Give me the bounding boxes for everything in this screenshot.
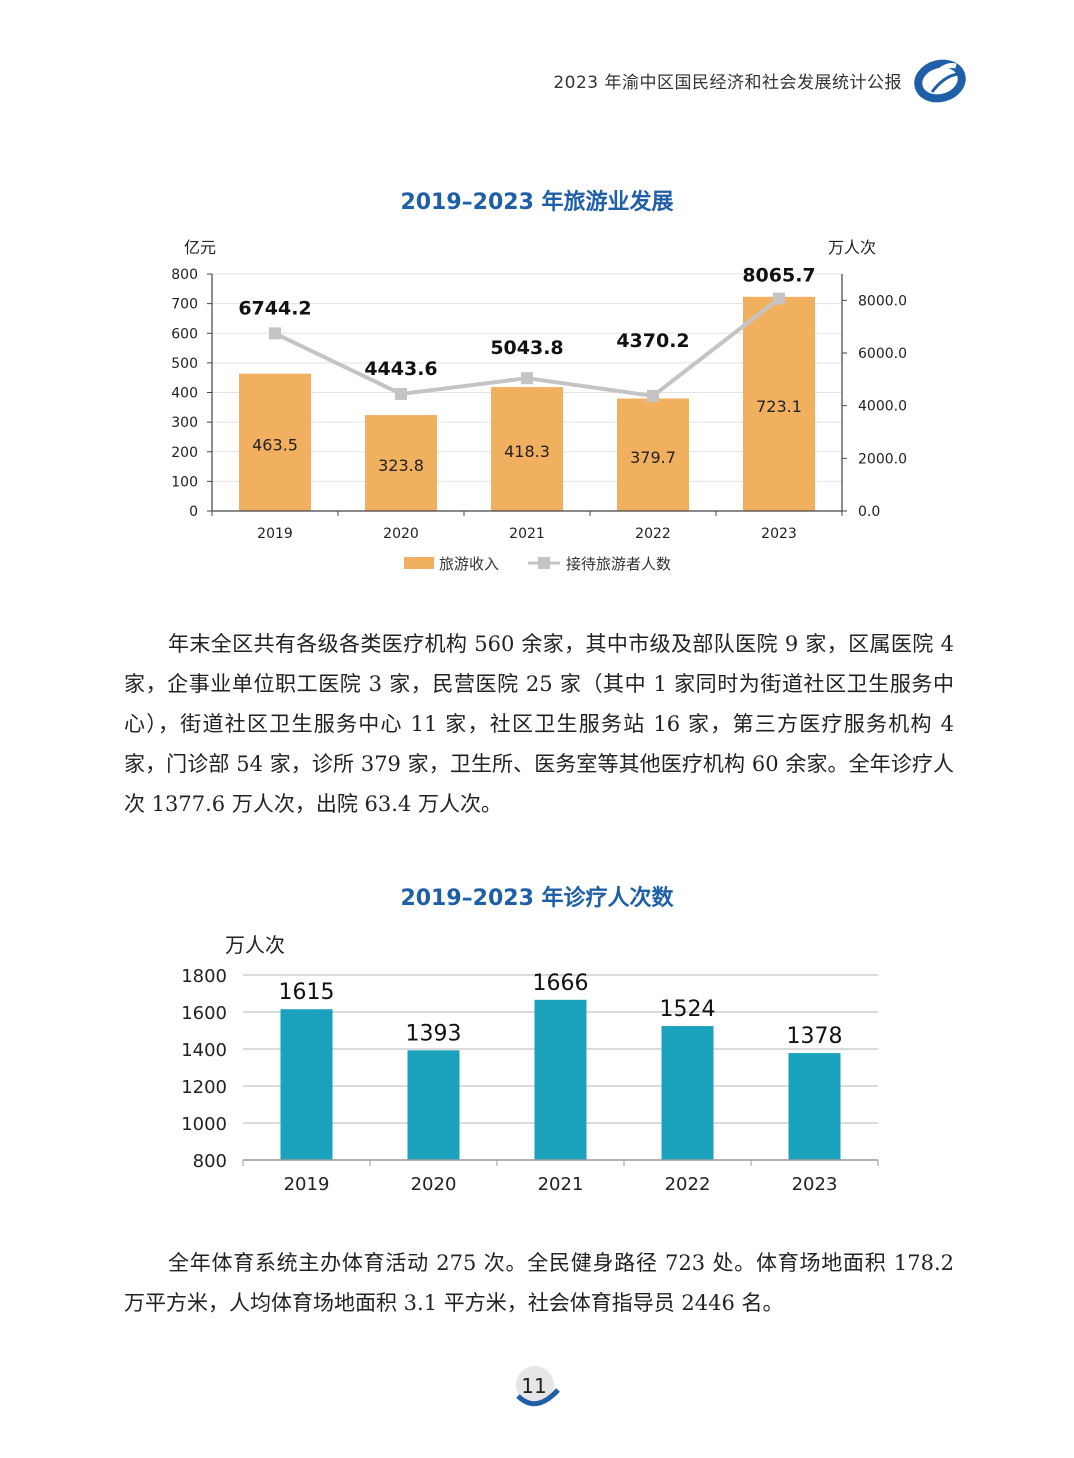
y-tick-label: 700	[171, 297, 198, 313]
x-tick-label: 2019	[257, 526, 293, 542]
bar-visits	[788, 1053, 841, 1160]
page-number: 11	[521, 1374, 546, 1398]
line-value-label: 6744.2	[238, 297, 311, 319]
x-tick-label: 2023	[792, 1174, 838, 1195]
bar-value-label: 418.3	[504, 442, 550, 461]
y2-tick-label: 2000.0	[858, 451, 907, 467]
sports-paragraph: 全年体育系统主办体育活动 275 次。全民健身路径 723 处。体育场地面积 1…	[124, 1251, 954, 1315]
y-tick-label: 800	[171, 267, 198, 283]
y2-tick-label: 0.0	[858, 504, 880, 520]
y2-axis-unit: 万人次	[828, 238, 876, 257]
bar-value-label: 723.1	[756, 397, 802, 416]
bar-value-label: 463.5	[252, 435, 298, 454]
bar-revenue	[365, 415, 437, 511]
y-tick-label: 1400	[181, 1040, 227, 1061]
statistics-bureau-logo-icon	[914, 59, 966, 103]
x-tick-label: 2020	[383, 526, 419, 542]
bar-revenue	[617, 398, 689, 511]
y2-tick-label: 8000.0	[858, 293, 907, 309]
y-tick-label: 300	[171, 415, 198, 431]
bar-visits	[661, 1026, 714, 1160]
line-point-visitors	[521, 372, 533, 385]
y-tick-label: 1000	[181, 1114, 227, 1135]
bar-revenue	[491, 387, 563, 511]
x-tick-label: 2021	[509, 526, 545, 542]
bar-value-label: 1524	[660, 997, 716, 1022]
line-point-visitors	[395, 387, 407, 400]
x-tick-label: 2022	[665, 1174, 711, 1195]
line-value-label: 8065.7	[742, 265, 815, 287]
y-tick-label: 800	[193, 1151, 227, 1172]
chart2-title: 2019–2023 年诊疗人次数	[400, 886, 674, 911]
bar-visits	[407, 1050, 460, 1160]
y-tick-label: 0	[189, 504, 198, 520]
y-axis-unit: 亿元	[184, 238, 216, 257]
x-tick-label: 2020	[411, 1174, 457, 1195]
legend-label-revenue: 旅游收入	[439, 555, 499, 573]
line-point-visitors	[269, 327, 281, 340]
legend-marker-visitors	[538, 557, 550, 569]
report-title: 2023 年渝中区国民经济和社会发展统计公报	[553, 73, 902, 93]
tourism-chart: 01002003004005006007008000.02000.04000.0…	[171, 238, 907, 573]
legend-swatch-revenue	[404, 557, 434, 569]
line-point-visitors	[647, 389, 659, 402]
page-number-badge: 11	[516, 1366, 560, 1407]
y-axis-unit: 万人次	[225, 933, 285, 957]
y-tick-label: 1800	[181, 966, 227, 987]
x-tick-label: 2022	[635, 526, 671, 542]
legend-label-visitors: 接待旅游者人数	[566, 555, 671, 573]
bar-value-label: 379.7	[630, 448, 676, 467]
bar-revenue	[743, 296, 815, 511]
bar-value-label: 323.8	[378, 456, 424, 475]
bar-visits	[534, 999, 587, 1160]
y-tick-label: 600	[171, 326, 198, 342]
line-point-visitors	[773, 292, 785, 305]
y2-tick-label: 6000.0	[858, 346, 907, 362]
x-tick-label: 2021	[538, 1174, 584, 1195]
y-tick-label: 1200	[181, 1077, 227, 1098]
bar-value-label: 1615	[279, 980, 335, 1005]
bar-visits	[280, 1009, 333, 1160]
medical-paragraph: 年末全区共有各级各类医疗机构 560 余家，其中市级及部队医院 9 家，区属医院…	[124, 632, 954, 816]
chart1-title: 2019–2023 年旅游业发展	[400, 190, 674, 215]
diagnosis-chart: 800 1000 1200 1400 1600 1800 万人次 1615 1393 1666 15…	[181, 933, 879, 1195]
bar-value-label: 1378	[787, 1024, 843, 1049]
y-tick-label: 200	[171, 445, 198, 461]
y-tick-label: 400	[171, 386, 198, 402]
y-tick-label: 1600	[181, 1003, 227, 1024]
line-value-label: 5043.8	[490, 337, 563, 359]
bar-value-label: 1666	[533, 971, 589, 996]
y-tick-label: 500	[171, 356, 198, 372]
bar-revenue	[239, 373, 311, 511]
x-tick-label: 2023	[761, 526, 797, 542]
bar-value-label: 1393	[406, 1021, 462, 1046]
y-tick-label: 100	[171, 474, 198, 490]
y2-tick-label: 4000.0	[858, 399, 907, 415]
x-tick-label: 2019	[284, 1174, 330, 1195]
line-value-label: 4443.6	[364, 358, 437, 380]
line-value-label: 4370.2	[616, 330, 689, 352]
